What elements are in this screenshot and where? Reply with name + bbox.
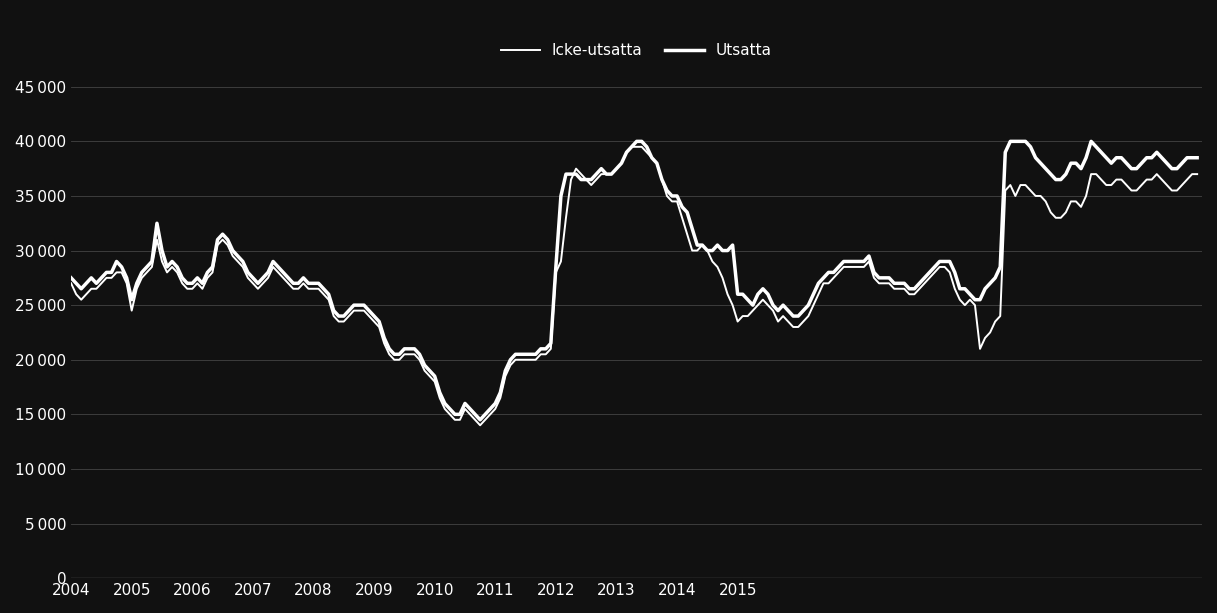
Line: Icke-utsatta: Icke-utsatta (71, 147, 1198, 425)
Icke-utsatta (150, 236, 164, 243)
Icke-utsatta (770, 318, 785, 326)
Utsatta (150, 219, 164, 227)
Utsatta (674, 203, 689, 210)
Utsatta (164, 258, 179, 265)
Legend: Icke-utsatta, Utsatta: Icke-utsatta, Utsatta (495, 37, 778, 64)
Utsatta (770, 307, 785, 314)
Line: Utsatta: Utsatta (71, 142, 1198, 420)
Icke-utsatta (1190, 170, 1205, 178)
Icke-utsatta (164, 263, 179, 270)
Utsatta (312, 280, 326, 287)
Utsatta (1190, 154, 1205, 161)
Icke-utsatta (312, 285, 326, 292)
Icke-utsatta (674, 214, 689, 221)
Utsatta (1170, 165, 1184, 172)
Icke-utsatta (1170, 187, 1184, 194)
Utsatta (629, 138, 644, 145)
Icke-utsatta (473, 422, 488, 429)
Utsatta (63, 274, 78, 281)
Icke-utsatta (624, 143, 639, 151)
Utsatta (473, 416, 488, 424)
Icke-utsatta (63, 280, 78, 287)
